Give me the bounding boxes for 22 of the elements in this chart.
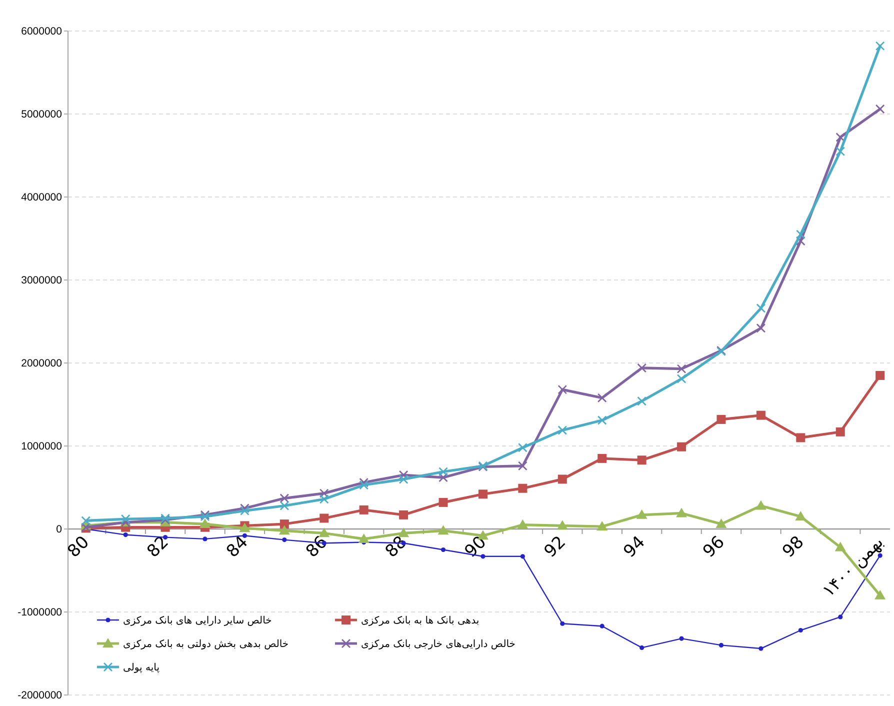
x-tick-label: 84: [222, 532, 252, 562]
y-tick-label: 0: [56, 524, 62, 536]
y-tick-label: 1000000: [21, 440, 62, 452]
legend-label: خالص سایر دارایی های بانک مرکزی: [123, 616, 272, 626]
x-tick-label: 98: [778, 532, 808, 562]
y-tick-label: 3000000: [21, 274, 62, 286]
x-tick-label: 94: [620, 532, 650, 562]
x-tick-label: 82: [143, 532, 173, 562]
y-tick-label: 5000000: [21, 108, 62, 120]
y-tick-label: -2000000: [18, 690, 62, 702]
legend-label: پایه پولی: [123, 662, 160, 674]
x-tick-label: 92: [540, 532, 570, 562]
legend-label: بدهی بانک ها به بانک مرکزی: [361, 616, 480, 626]
y-tick-label: -1000000: [18, 606, 62, 618]
x-tick-label: 96: [699, 532, 729, 562]
x-tick-label: بهمن ۱۴۰۰: [818, 532, 888, 602]
y-tick-label: 6000000: [21, 26, 62, 38]
legend-label: خالص دارایی‌های خارجی بانک مرکزی: [361, 639, 516, 650]
y-tick-label: 4000000: [21, 192, 62, 204]
y-tick-label: 2000000: [21, 358, 62, 370]
legend-label: خالص بدهی بخش دولتی به بانک مرکزی: [123, 639, 289, 650]
x-tick-label: 80: [64, 532, 94, 562]
